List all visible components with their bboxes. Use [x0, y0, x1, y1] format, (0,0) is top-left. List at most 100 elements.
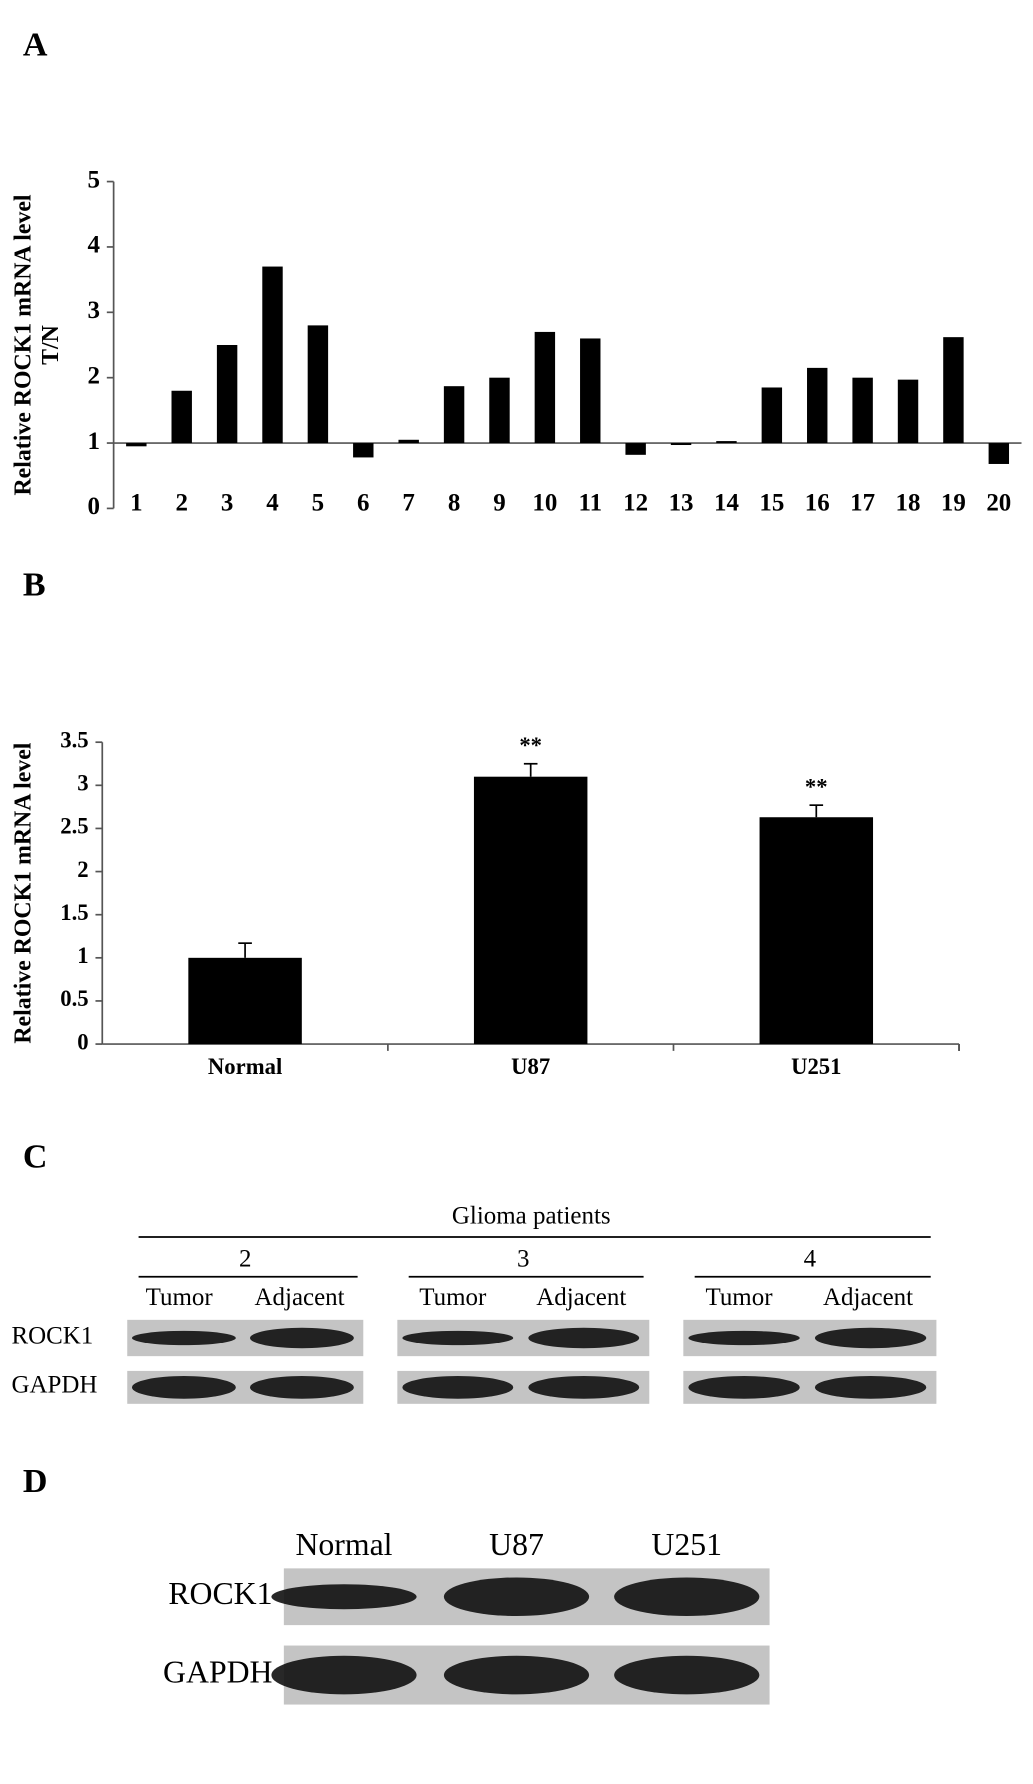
- x-tick-label: 5: [312, 490, 324, 517]
- x-tick-label: 4: [266, 490, 279, 517]
- group-label: 4: [804, 1246, 817, 1273]
- panel-label: A: [23, 26, 48, 63]
- y-tick-label: 4: [88, 232, 101, 259]
- x-tick-label: U251: [791, 1054, 841, 1079]
- bar: [852, 377, 873, 444]
- x-tick-label: 20: [986, 490, 1011, 517]
- blot-band: [443, 1577, 590, 1617]
- significance: **: [519, 733, 542, 758]
- panel-label: C: [23, 1139, 48, 1176]
- y-tick-label: 1.5: [60, 900, 88, 925]
- blot-band: [688, 1376, 800, 1399]
- bar: [988, 443, 1010, 464]
- panel-label: D: [23, 1463, 48, 1500]
- bar: [807, 367, 828, 444]
- x-tick-label: 6: [357, 490, 369, 517]
- x-tick-label: 14: [714, 490, 739, 517]
- x-tick-label: 7: [402, 490, 414, 517]
- bar: [897, 379, 919, 444]
- bar: [188, 957, 302, 1045]
- row-label: GAPDH: [11, 1372, 97, 1399]
- x-tick-label: 9: [493, 490, 505, 517]
- bar: [216, 344, 238, 444]
- x-tick-label: 10: [532, 490, 557, 517]
- bar: [716, 441, 737, 444]
- y-tick-label: 3: [77, 771, 88, 796]
- row-label: ROCK1: [11, 1323, 93, 1350]
- bar: [353, 443, 374, 458]
- y-tick-label: 1: [77, 943, 88, 968]
- blot-band: [688, 1330, 800, 1346]
- bar: [443, 386, 465, 444]
- lane-label: Adjacent: [823, 1284, 913, 1311]
- blot-band: [131, 1330, 236, 1346]
- blot-band: [249, 1327, 354, 1349]
- bar: [171, 390, 192, 444]
- blot-band: [814, 1376, 927, 1399]
- x-tick-label: 12: [623, 490, 648, 517]
- bar: [625, 443, 646, 455]
- y-axis-label: Relative ROCK1 mRNA level: [11, 742, 37, 1043]
- lane-label: U87: [489, 1527, 544, 1562]
- x-tick-label: 3: [221, 490, 233, 517]
- y-tick-label: 3: [88, 297, 100, 324]
- y-tick-label: 3.5: [60, 727, 88, 752]
- blot-band: [131, 1376, 236, 1399]
- y-tick-label: 0.5: [60, 986, 88, 1011]
- bar: [473, 776, 588, 1045]
- y-tick-label: 2: [88, 362, 100, 389]
- blot-band: [528, 1327, 640, 1349]
- blot-band: [249, 1376, 354, 1399]
- x-tick-label: 8: [448, 490, 460, 517]
- x-tick-label: 2: [175, 490, 187, 517]
- lane-label: U251: [651, 1527, 722, 1562]
- x-tick-label: U87: [511, 1054, 550, 1079]
- blot-band: [402, 1330, 514, 1346]
- x-tick-label: 15: [759, 490, 784, 517]
- row-label: ROCK1: [168, 1576, 272, 1611]
- lane-label: Adjacent: [536, 1284, 626, 1311]
- bar: [398, 439, 419, 444]
- y-tick-label: 2: [77, 857, 88, 882]
- lane-label: Adjacent: [255, 1284, 345, 1311]
- blot-band: [814, 1327, 927, 1349]
- x-tick-label: 11: [578, 490, 602, 517]
- panel-label: B: [23, 567, 46, 604]
- blot-band: [402, 1376, 514, 1399]
- bar: [670, 443, 692, 446]
- bar: [759, 817, 874, 1045]
- blot-band: [614, 1655, 760, 1695]
- significance: **: [805, 774, 828, 799]
- blot-band: [443, 1655, 590, 1695]
- y-tick-label: 2.5: [60, 814, 88, 839]
- y-axis-label: Relative ROCK1 mRNA level: [11, 194, 37, 495]
- x-tick-label: 18: [896, 490, 921, 517]
- y-axis-label: T/N: [38, 325, 64, 365]
- bar: [307, 325, 329, 444]
- y-tick-label: 1: [88, 428, 100, 455]
- x-tick-label: Normal: [208, 1054, 282, 1079]
- y-tick-label: 0: [88, 493, 100, 520]
- bar: [534, 331, 556, 444]
- blot-band: [271, 1584, 417, 1610]
- bar: [761, 387, 783, 444]
- lane-label: Tumor: [146, 1284, 214, 1311]
- x-tick-label: 13: [669, 490, 694, 517]
- blot-band: [271, 1655, 417, 1695]
- x-tick-label: 16: [805, 490, 830, 517]
- y-tick-label: 0: [77, 1029, 88, 1054]
- blot-band: [528, 1376, 640, 1399]
- x-tick-label: 1: [130, 490, 142, 517]
- bar: [580, 338, 601, 444]
- group-label: 3: [517, 1246, 529, 1273]
- lane-label: Tumor: [419, 1284, 487, 1311]
- row-label: GAPDH: [163, 1654, 272, 1689]
- x-tick-label: 19: [941, 490, 966, 517]
- bar: [262, 266, 283, 444]
- blot-title: Glioma patients: [452, 1202, 611, 1229]
- bar: [943, 337, 964, 444]
- y-tick-label: 5: [88, 166, 100, 193]
- x-tick-label: 17: [850, 490, 875, 517]
- blot-band: [614, 1577, 760, 1617]
